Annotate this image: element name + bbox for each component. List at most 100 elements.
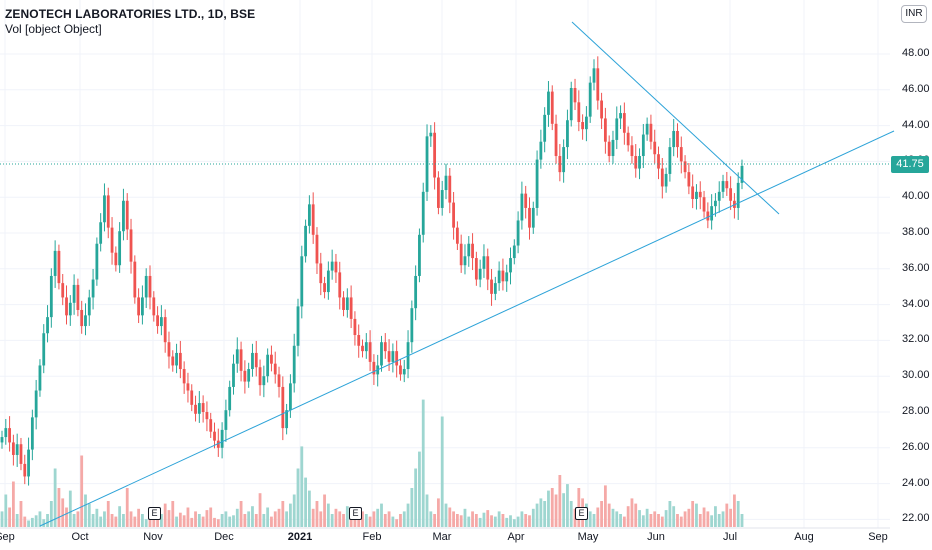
candle-body [611, 139, 615, 157]
volume-bar [175, 516, 178, 527]
currency-button[interactable]: INR [901, 5, 927, 23]
candle-body [68, 302, 72, 316]
candle-body [672, 130, 676, 148]
candle-body [691, 186, 695, 199]
candle-body [254, 352, 258, 368]
candle-body [190, 390, 194, 405]
volume-bar [649, 514, 653, 527]
volume-bar [535, 503, 539, 527]
volume-bar [478, 517, 482, 527]
candle-body [345, 297, 349, 310]
price-tick-label: 36.00 [902, 261, 930, 274]
volume-bar [34, 515, 38, 527]
earnings-marker[interactable]: E [575, 507, 588, 520]
candle-body [687, 172, 691, 187]
time-tick-label: Aug [794, 531, 814, 543]
candle-body [167, 342, 171, 357]
volume-bar [509, 515, 512, 527]
candle-body [444, 175, 448, 191]
volume-bar [61, 498, 65, 527]
candle-body [42, 333, 46, 366]
candle-body [323, 283, 326, 293]
price-tick-label: 38.00 [902, 226, 930, 238]
candle-body [23, 463, 27, 477]
candle-body [645, 123, 649, 135]
candle-body [201, 403, 205, 412]
candle-body [478, 268, 482, 280]
volume-bar [118, 506, 122, 527]
candle-body [505, 272, 509, 282]
candle-body [159, 317, 163, 327]
candle-body [311, 204, 315, 235]
volume-bar [391, 516, 395, 527]
candle-body [619, 113, 622, 119]
volume-bar [156, 517, 159, 527]
falling-resistance-trendline [571, 21, 780, 215]
volume-bar [141, 514, 144, 527]
price-tick-label: 28.00 [902, 405, 930, 417]
volume-bar [285, 511, 289, 527]
volume-bar [163, 503, 167, 527]
candle-body [296, 306, 300, 346]
price-tick-label: 46.00 [902, 82, 930, 95]
candle-body [600, 100, 603, 119]
candle-body [543, 114, 547, 142]
candle-body [634, 156, 638, 169]
candle-body [486, 256, 490, 280]
volume-bar [197, 514, 201, 527]
volume-bar [125, 488, 129, 527]
volume-bar [144, 519, 148, 527]
volume-bar [277, 508, 281, 527]
volume-bar [91, 514, 95, 527]
candle-body [144, 275, 148, 298]
candle-body [729, 188, 733, 201]
candle-body [668, 147, 672, 174]
volume-bar [368, 516, 372, 527]
chart-title: ZENOTECH LABORATORIES LTD., 1D, BSE [5, 7, 256, 21]
candle-body [490, 279, 493, 294]
volume-bar [664, 510, 668, 527]
earnings-marker[interactable]: E [349, 507, 362, 520]
candle-body [448, 175, 452, 203]
volume-bar [220, 514, 224, 527]
candle-body [178, 352, 182, 370]
time-tick-label: Apr [507, 531, 525, 543]
candle-body [137, 297, 141, 316]
candle-body [91, 279, 95, 298]
volume-bar [421, 399, 425, 527]
volume-bar [467, 516, 471, 527]
candle-body [258, 367, 262, 386]
earnings-marker[interactable]: E [148, 507, 161, 520]
volume-bar [114, 516, 118, 527]
candle-body [8, 428, 11, 443]
price-tick-label: 26.00 [902, 440, 930, 453]
volume-bar [645, 508, 649, 527]
volume-bar [657, 514, 660, 527]
candle-body [197, 403, 201, 414]
volume-bar [550, 488, 554, 527]
candle-body [270, 354, 273, 364]
volume-bar [516, 516, 520, 527]
volume-bar [178, 512, 182, 527]
candle-body [459, 243, 463, 266]
candle-body [566, 120, 569, 148]
volume-bar [323, 494, 326, 527]
candle-body [34, 390, 38, 418]
candle-body [141, 297, 144, 316]
candle-body [414, 275, 418, 309]
volume-bar [319, 511, 323, 527]
time-tick-label: 2021 [287, 531, 313, 543]
candle-body [452, 202, 455, 228]
volume-bar [345, 506, 349, 527]
candle-body [281, 386, 285, 429]
volume-bar [482, 512, 486, 527]
last-price-badge: 41.75 [891, 156, 929, 173]
volume-bar [607, 503, 611, 527]
candle-body [61, 283, 65, 298]
volume-bar [133, 516, 137, 527]
volume-bar [353, 515, 357, 527]
volume-bars [0, 399, 744, 527]
volume-bar [262, 514, 266, 527]
candle-body [497, 270, 501, 284]
